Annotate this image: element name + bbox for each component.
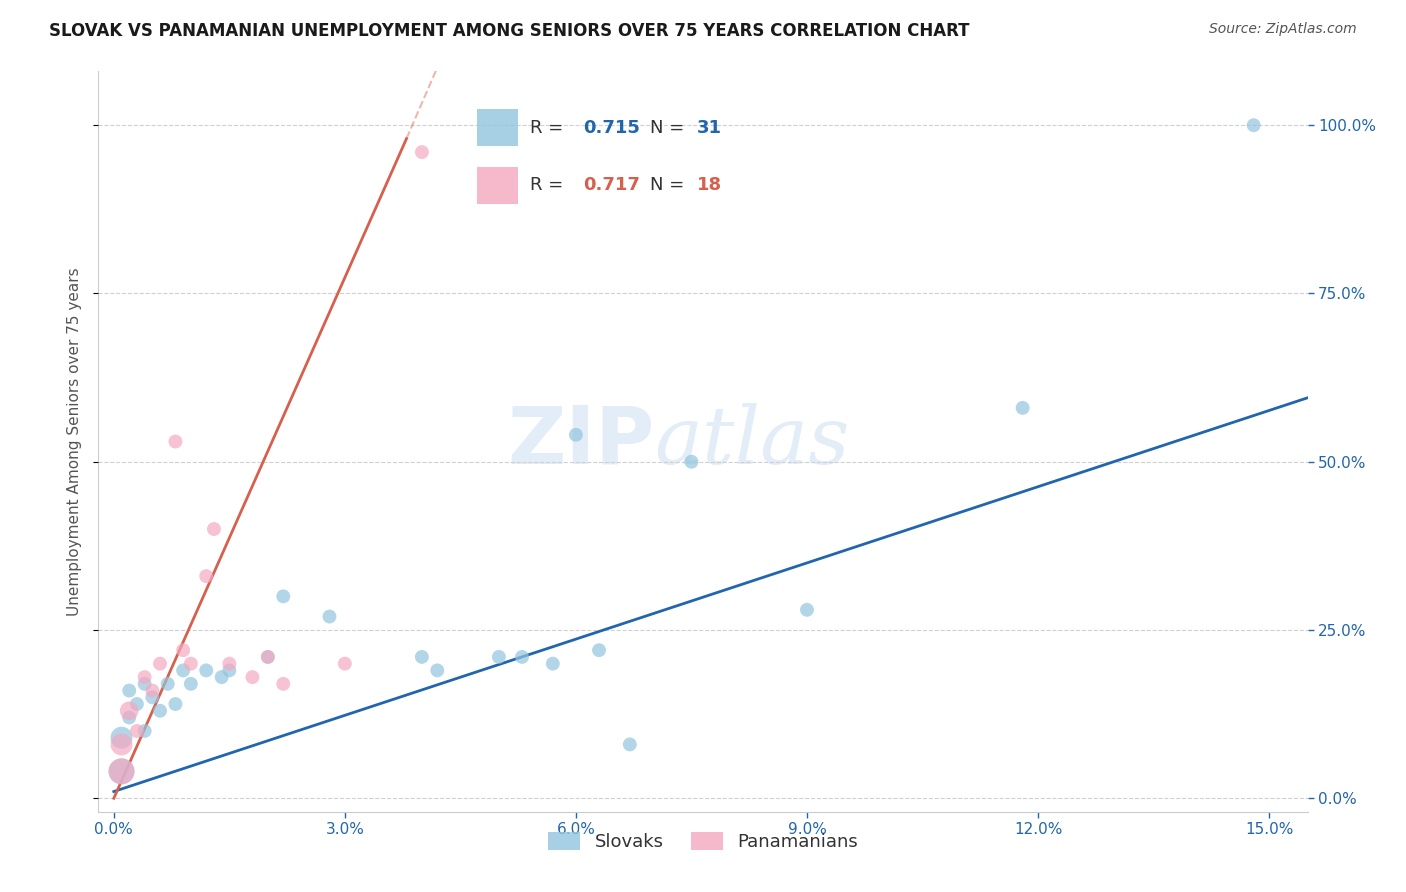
Point	[141, 690, 163, 705]
Point	[541, 657, 564, 671]
Point	[110, 764, 132, 779]
Point	[172, 643, 194, 657]
Y-axis label: Unemployment Among Seniors over 75 years: Unemployment Among Seniors over 75 years	[67, 268, 83, 615]
Text: SLOVAK VS PANAMANIAN UNEMPLOYMENT AMONG SENIORS OVER 75 YEARS CORRELATION CHART: SLOVAK VS PANAMANIAN UNEMPLOYMENT AMONG …	[49, 22, 970, 40]
Point	[172, 664, 194, 678]
Point	[180, 657, 202, 671]
Point	[565, 427, 588, 442]
Point	[242, 670, 264, 684]
Text: ZIP: ZIP	[508, 402, 655, 481]
Point	[796, 603, 818, 617]
Point	[141, 683, 163, 698]
Point	[488, 649, 510, 664]
Point	[1011, 401, 1033, 415]
Point	[218, 657, 240, 671]
Point	[125, 697, 148, 711]
Point	[426, 664, 449, 678]
Point	[202, 522, 225, 536]
Point	[588, 643, 610, 657]
Point	[118, 704, 141, 718]
Legend: Slovaks, Panamanians: Slovaks, Panamanians	[540, 824, 866, 858]
Point	[134, 723, 156, 738]
Point	[156, 677, 179, 691]
Point	[218, 664, 240, 678]
Point	[211, 670, 233, 684]
Point	[149, 704, 172, 718]
Point	[118, 683, 141, 698]
Point	[134, 677, 156, 691]
Point	[271, 677, 294, 691]
Point	[411, 145, 433, 160]
Point	[318, 609, 340, 624]
Point	[619, 738, 641, 752]
Point	[110, 764, 132, 779]
Point	[165, 697, 187, 711]
Point	[149, 657, 172, 671]
Point	[681, 455, 703, 469]
Point	[165, 434, 187, 449]
Point	[110, 731, 132, 745]
Point	[180, 677, 202, 691]
Point	[195, 664, 218, 678]
Point	[110, 738, 132, 752]
Point	[195, 569, 218, 583]
Text: Source: ZipAtlas.com: Source: ZipAtlas.com	[1209, 22, 1357, 37]
Point	[125, 723, 148, 738]
Point	[411, 649, 433, 664]
Point	[333, 657, 356, 671]
Point	[257, 649, 280, 664]
Point	[257, 649, 280, 664]
Point	[271, 590, 294, 604]
Point	[510, 649, 533, 664]
Point	[134, 670, 156, 684]
Point	[1243, 118, 1265, 132]
Point	[118, 710, 141, 724]
Text: atlas: atlas	[655, 403, 851, 480]
